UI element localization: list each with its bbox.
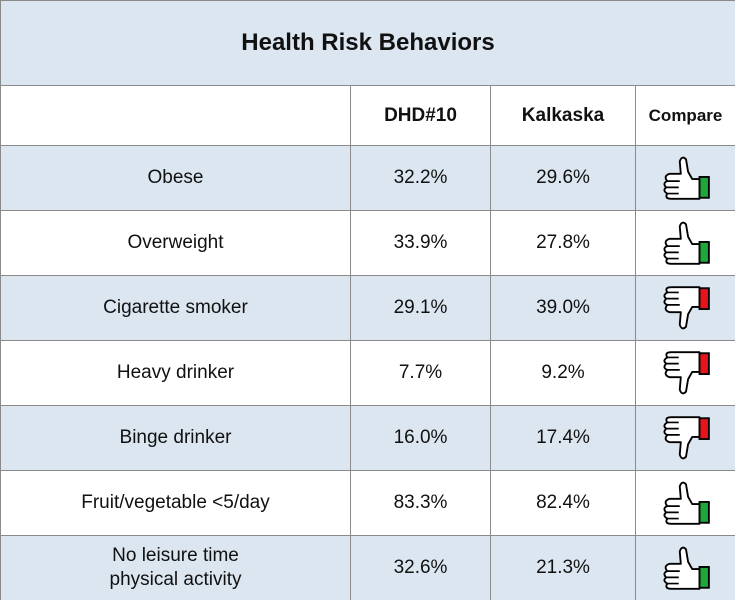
compare-cell — [635, 470, 735, 536]
cell: 32.2% — [350, 145, 491, 211]
cell: 7.7% — [350, 340, 491, 406]
thumbs-up — [660, 154, 712, 202]
thumbs-down — [660, 349, 712, 397]
row-label: Binge drinker — [0, 405, 351, 471]
thumbs-up — [660, 544, 712, 592]
row-label: Cigarette smoker — [0, 275, 351, 341]
thumbs-up — [660, 479, 712, 527]
cell: 32.6% — [350, 535, 491, 600]
cell: 83.3% — [350, 470, 491, 536]
cell: 17.4% — [490, 405, 636, 471]
row-label: No leisure time physical activity — [109, 545, 242, 590]
compare-cell — [635, 275, 735, 341]
compare-cell — [635, 405, 735, 471]
cell: 9.2% — [490, 340, 636, 406]
row-label: Heavy drinker — [0, 340, 351, 406]
cell: 33.9% — [350, 210, 491, 276]
cell: 21.3% — [490, 535, 636, 600]
row-label: Overweight — [0, 210, 351, 276]
cell: 29.6% — [490, 145, 636, 211]
cell: 27.8% — [490, 210, 636, 276]
cell: 29.1% — [350, 275, 491, 341]
cell: 39.0% — [490, 275, 636, 341]
thumbs-down — [660, 284, 712, 332]
header-cell — [0, 85, 351, 146]
table-title: Health Risk Behaviors — [0, 0, 735, 86]
cell: 16.0% — [350, 405, 491, 471]
header-cell: Compare — [635, 85, 735, 146]
header-cell: DHD#10 — [350, 85, 491, 146]
row-label: Fruit/vegetable <5/day — [0, 470, 351, 536]
thumbs-down — [660, 414, 712, 462]
compare-cell — [635, 535, 735, 600]
header-cell: Kalkaska — [490, 85, 636, 146]
compare-cell — [635, 145, 735, 211]
compare-cell — [635, 210, 735, 276]
row-label-cell: No leisure time physical activity — [0, 535, 351, 600]
thumbs-up — [660, 219, 712, 267]
compare-cell — [635, 340, 735, 406]
cell: 82.4% — [490, 470, 636, 536]
row-label: Obese — [0, 145, 351, 211]
